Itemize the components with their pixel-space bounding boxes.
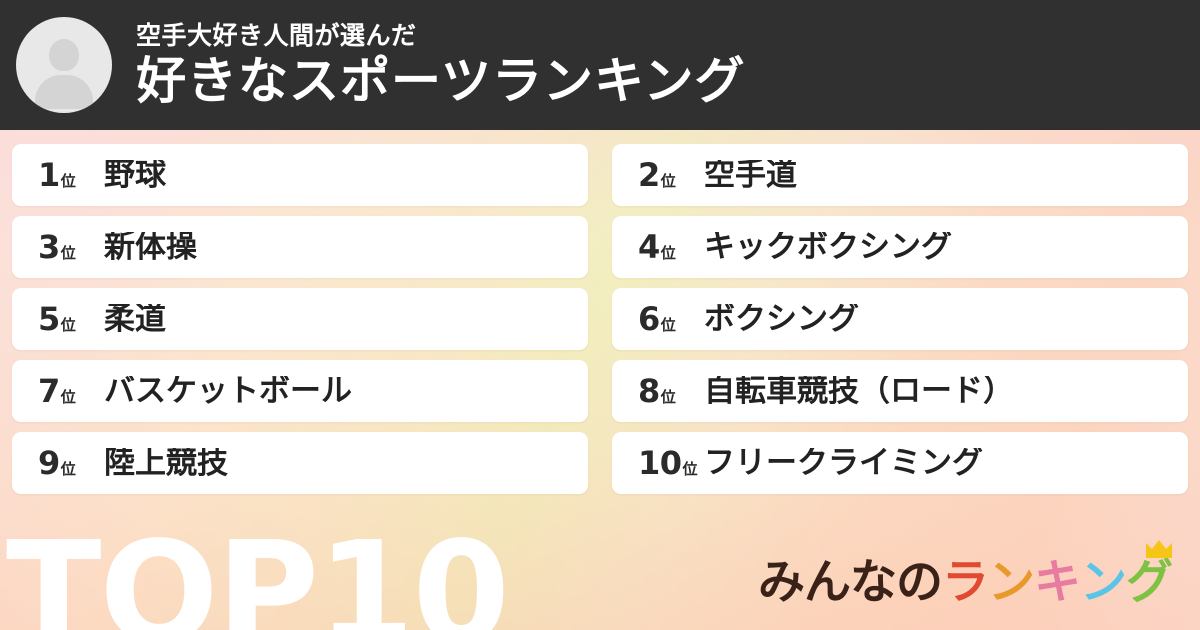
rank-unit: 位: [60, 316, 76, 334]
brand-logo-char-ra: ラ: [942, 555, 989, 610]
rank-item-5[interactable]: 5 位 柔道: [12, 288, 588, 350]
rank-unit: 位: [660, 244, 676, 262]
rank-number: 8: [638, 372, 660, 410]
ranking-list: 1 位 野球 2 位 空手道 3 位 新体操 4 位 キックボクシング: [12, 144, 1188, 494]
avatar-body-shape: [35, 75, 93, 109]
user-avatar-placeholder-icon: [16, 17, 112, 113]
rank-label: バスケットボール: [104, 375, 352, 407]
rank-label: 陸上競技: [104, 447, 228, 479]
rank-number: 3: [38, 228, 60, 266]
rank-number: 7: [38, 372, 60, 410]
header-bar: 空手大好き人間が選んだ 好きなスポーツランキング: [0, 0, 1200, 130]
rank-unit: 位: [660, 172, 676, 190]
brand-logo-char-ki: キ: [1034, 555, 1081, 610]
rank-number: 10: [638, 444, 682, 482]
crown-icon: [1146, 540, 1172, 558]
rank-number-group: 1 位: [38, 159, 100, 191]
brand-logo-text-dark: みんなの: [758, 555, 943, 610]
brand-logo-char-n2: ン: [1080, 555, 1127, 610]
top10-watermark: TOP10: [6, 512, 510, 630]
rank-label: 野球: [104, 159, 166, 191]
rank-number-group: 7 位: [38, 375, 100, 407]
rank-unit: 位: [660, 316, 676, 334]
rank-item-2[interactable]: 2 位 空手道: [612, 144, 1188, 206]
rank-unit: 位: [60, 172, 76, 190]
rank-unit: 位: [60, 388, 76, 406]
rank-number-group: 3 位: [38, 231, 100, 263]
rank-number-group: 9 位: [38, 447, 100, 479]
rank-number: 2: [638, 156, 660, 194]
rank-label: 自転車競技（ロード）: [704, 375, 1014, 407]
rank-number: 6: [638, 300, 660, 338]
rank-item-7[interactable]: 7 位 バスケットボール: [12, 360, 588, 422]
brand-logo-char-gu: グ: [1126, 555, 1173, 610]
brand-logo-char-n1: ン: [988, 555, 1035, 610]
rank-number-group: 8 位: [638, 375, 700, 407]
rank-label: ボクシング: [704, 303, 859, 335]
avatar-head-shape: [49, 39, 79, 71]
rank-number-group: 6 位: [638, 303, 700, 335]
rank-number-group: 4 位: [638, 231, 700, 263]
rank-label: キックボクシング: [704, 231, 952, 263]
header-subtitle: 空手大好き人間が選んだ: [136, 21, 417, 50]
rank-label: 新体操: [104, 231, 197, 263]
rank-number: 5: [38, 300, 60, 338]
rank-label: 空手道: [704, 159, 797, 191]
rank-item-9[interactable]: 9 位 陸上競技: [12, 432, 588, 494]
rank-unit: 位: [660, 388, 676, 406]
brand-logo-char-gu-holder: グ: [1126, 540, 1173, 606]
rank-item-1[interactable]: 1 位 野球: [12, 144, 588, 206]
brand-logo[interactable]: みんなの ラ ン キ ン グ: [758, 540, 1173, 610]
header-text-block: 空手大好き人間が選んだ 好きなスポーツランキング: [136, 21, 746, 109]
rank-item-6[interactable]: 6 位 ボクシング: [612, 288, 1188, 350]
rank-number: 9: [38, 444, 60, 482]
rank-unit: 位: [60, 460, 76, 478]
rank-number: 1: [38, 156, 60, 194]
page-title: 好きなスポーツランキング: [136, 52, 746, 110]
rank-number-group: 2 位: [638, 159, 700, 191]
rank-number-group: 10 位: [638, 447, 700, 479]
rank-unit: 位: [60, 244, 76, 262]
rank-item-4[interactable]: 4 位 キックボクシング: [612, 216, 1188, 278]
rank-number-group: 5 位: [38, 303, 100, 335]
rank-item-3[interactable]: 3 位 新体操: [12, 216, 588, 278]
rank-label: 柔道: [104, 303, 166, 335]
rank-number: 4: [638, 228, 660, 266]
rank-item-8[interactable]: 8 位 自転車競技（ロード）: [612, 360, 1188, 422]
rank-unit: 位: [682, 460, 698, 478]
rank-label: フリークライミング: [704, 447, 983, 479]
rank-item-10[interactable]: 10 位 フリークライミング: [612, 432, 1188, 494]
